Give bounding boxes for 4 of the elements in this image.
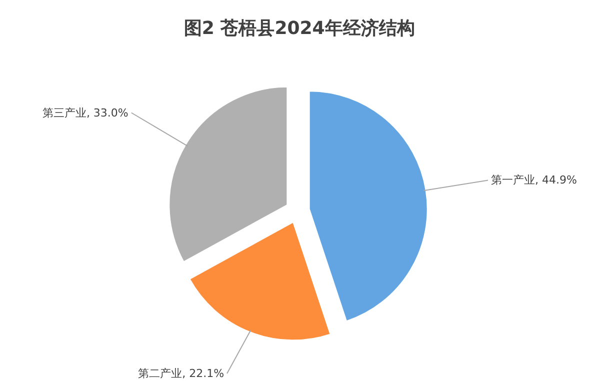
slice-label: 第二产业, 22.1% <box>138 367 224 380</box>
slice-label: 第三产业, 33.0% <box>42 106 128 120</box>
slice-label: 第一产业, 44.9% <box>491 174 577 187</box>
chart-title: 图2 苍梧县2024年经济结构 <box>184 18 415 39</box>
